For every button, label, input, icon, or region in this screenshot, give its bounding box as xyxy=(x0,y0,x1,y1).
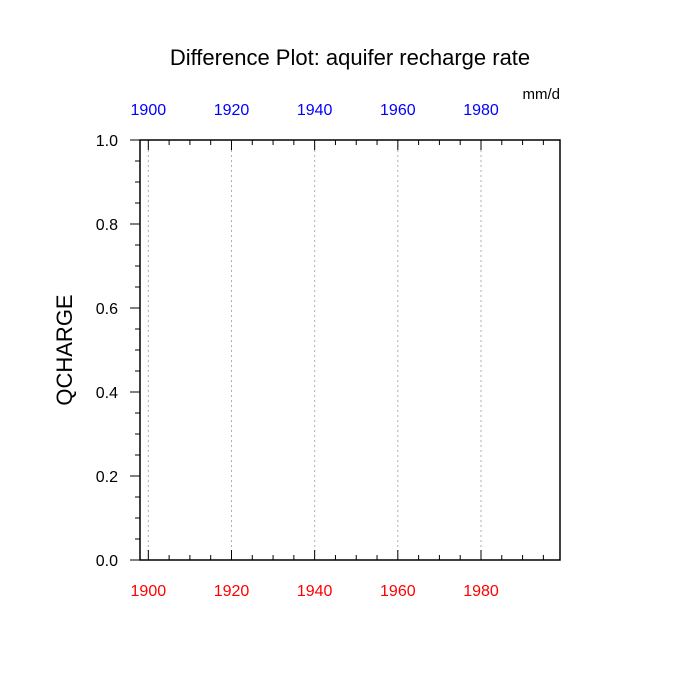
y-tick-label-5: 1.0 xyxy=(96,133,118,150)
units-label: mm/d xyxy=(523,86,561,103)
y-tick-label-2: 0.4 xyxy=(96,385,118,402)
y-tick-label-0: 0.0 xyxy=(96,553,118,570)
x-tick-labels-bottom: 1900 1920 1940 1960 1980 xyxy=(131,583,499,600)
y-tick-label-3: 0.6 xyxy=(96,301,118,318)
chart-title: Difference Plot: aquifer recharge rate xyxy=(170,45,530,70)
x-tick-labels-top: 1900 1920 1940 1960 1980 xyxy=(131,102,499,119)
x-tick-label-bottom-1980: 1980 xyxy=(463,583,499,600)
y-axis-label: QCHARGE xyxy=(52,294,77,405)
y-tick-label-4: 0.8 xyxy=(96,217,118,234)
x-tick-label-top-1940: 1940 xyxy=(297,102,333,119)
x-tick-label-bottom-1940: 1940 xyxy=(297,583,333,600)
grid-lines xyxy=(147,140,482,560)
x-tick-label-bottom-1920: 1920 xyxy=(214,583,250,600)
x-tick-label-top-1960: 1960 xyxy=(380,102,416,119)
axis-ticks xyxy=(130,139,544,561)
x-tick-label-top-1920: 1920 xyxy=(214,102,250,119)
x-tick-label-top-1900: 1900 xyxy=(131,102,167,119)
x-tick-label-bottom-1960: 1960 xyxy=(380,583,416,600)
y-tick-labels: 0.0 0.2 0.4 0.6 0.8 1.0 xyxy=(96,133,118,570)
x-tick-label-top-1980: 1980 xyxy=(463,102,499,119)
x-tick-label-bottom-1900: 1900 xyxy=(131,583,167,600)
y-tick-label-1: 0.2 xyxy=(96,469,118,486)
plot-frame xyxy=(139,139,561,561)
